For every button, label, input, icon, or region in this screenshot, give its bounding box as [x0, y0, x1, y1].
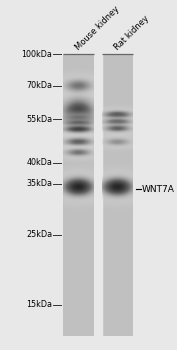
Bar [102, 54, 133, 336]
Text: 40kDa: 40kDa [26, 158, 52, 167]
Bar [63, 54, 94, 336]
Text: 70kDa: 70kDa [26, 81, 52, 90]
Text: 25kDa: 25kDa [26, 230, 52, 239]
Text: 100kDa: 100kDa [21, 50, 52, 59]
Text: WNT7A: WNT7A [142, 184, 175, 194]
Text: 35kDa: 35kDa [26, 179, 52, 188]
Text: Mouse kidney: Mouse kidney [74, 5, 121, 52]
Text: 55kDa: 55kDa [26, 114, 52, 124]
Text: 15kDa: 15kDa [26, 300, 52, 309]
Text: Rat kidney: Rat kidney [113, 14, 151, 52]
